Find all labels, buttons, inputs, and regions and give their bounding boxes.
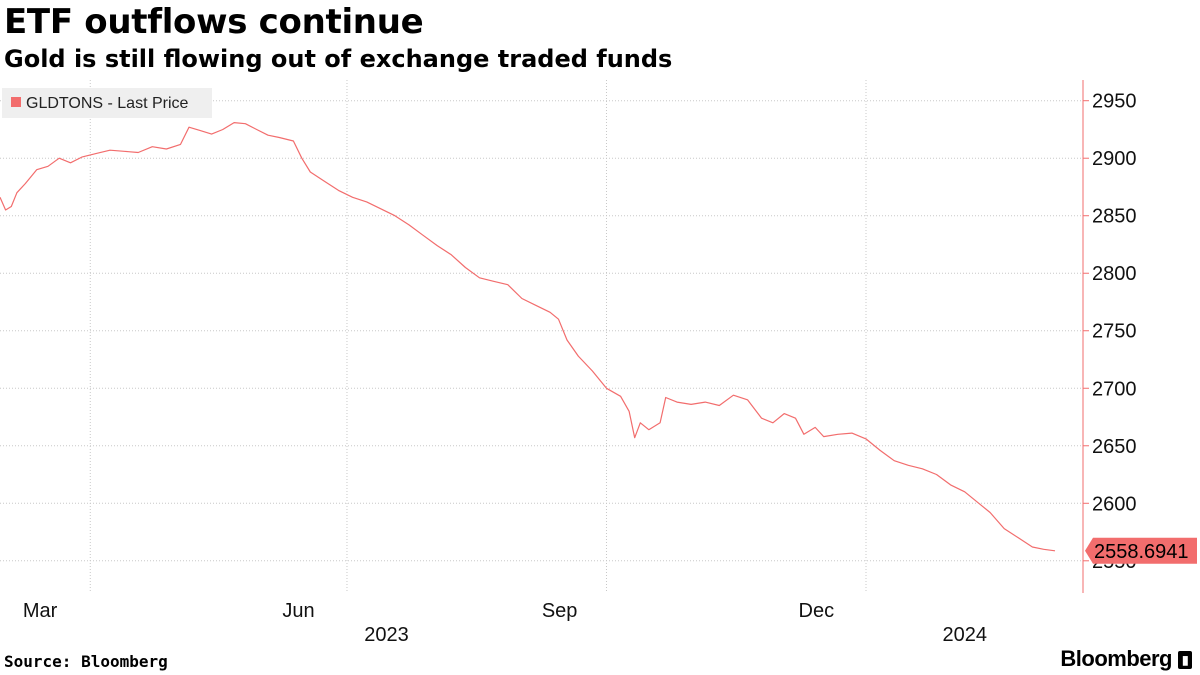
- axis-layer: 255026002650270027502800285029002950MarJ…: [23, 80, 1197, 646]
- last-value-label: 2558.6941: [1094, 541, 1189, 563]
- bloomberg-terminal-icon: ▮: [1178, 651, 1192, 670]
- x-year-label: 2023: [364, 624, 409, 646]
- chart-subtitle: Gold is still flowing out of exchange tr…: [4, 45, 673, 73]
- grid-layer: [0, 80, 1083, 593]
- legend-background: [2, 88, 212, 118]
- y-tick-label: 2800: [1092, 263, 1137, 285]
- y-tick-label: 2850: [1092, 206, 1137, 228]
- y-tick-label: 2950: [1092, 91, 1137, 113]
- legend-label: GLDTONS - Last Price: [26, 95, 189, 112]
- y-tick-label: 2650: [1092, 436, 1137, 458]
- x-month-label: Dec: [799, 600, 835, 622]
- x-month-label: Sep: [542, 600, 578, 622]
- source-note: Source: Bloomberg: [4, 652, 168, 671]
- y-tick-label: 2900: [1092, 148, 1137, 170]
- y-tick-label: 2700: [1092, 378, 1137, 400]
- legend-swatch: [11, 97, 21, 107]
- x-year-label: 2024: [942, 624, 987, 646]
- series-line-gldtons: [0, 122, 1056, 552]
- y-tick-label: 2750: [1092, 321, 1137, 343]
- y-tick-label: 2600: [1092, 493, 1137, 515]
- x-month-label: Mar: [23, 600, 58, 622]
- brand-name: Bloomberg: [1060, 646, 1172, 671]
- legend: GLDTONS - Last Price: [2, 88, 212, 118]
- last-value-marker: [1085, 537, 1197, 564]
- brand-logo: Bloomberg ▮: [1060, 646, 1192, 672]
- x-month-label: Jun: [282, 600, 314, 622]
- chart-title: ETF outflows continue: [4, 2, 424, 42]
- series-layer: [0, 122, 1056, 552]
